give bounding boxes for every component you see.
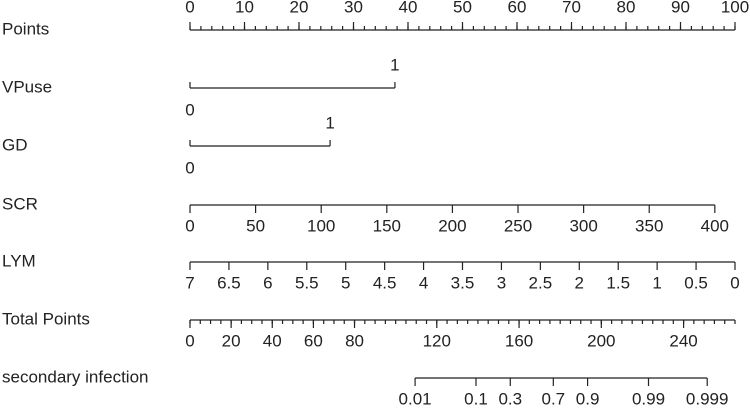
tick-label: 40: [399, 0, 418, 16]
tick-label: 1.5: [606, 273, 630, 292]
level-label: 1: [325, 113, 334, 132]
tick-label: 30: [344, 0, 363, 16]
tick-label: 200: [438, 216, 466, 235]
tick-label: 2: [575, 273, 584, 292]
tick-label: 20: [290, 0, 309, 16]
row-label: GD: [2, 135, 28, 154]
tick-label: 0: [185, 0, 194, 16]
tick-label: 0.999: [686, 389, 729, 408]
tick-label: 5: [341, 273, 350, 292]
tick-label: 0.9: [576, 389, 600, 408]
tick-label: 4.5: [373, 273, 397, 292]
tick-label: 6: [263, 273, 272, 292]
level-label: 1: [390, 55, 399, 74]
tick-label: 0: [185, 331, 194, 350]
tick-label: 120: [423, 331, 451, 350]
tick-label: 2.5: [529, 273, 553, 292]
tick-label: 150: [373, 216, 401, 235]
row-label: Total Points: [2, 309, 90, 328]
tick-label: 160: [505, 331, 533, 350]
tick-label: 50: [246, 216, 265, 235]
tick-label: 70: [562, 0, 581, 16]
tick-label: 10: [235, 0, 254, 16]
tick-label: 0: [730, 273, 739, 292]
tick-label: 0.99: [632, 389, 665, 408]
tick-label: 5.5: [295, 273, 319, 292]
tick-label: 300: [569, 216, 597, 235]
row-label: VPuse: [2, 77, 52, 96]
tick-label: 60: [508, 0, 527, 16]
tick-label: 100: [307, 216, 335, 235]
tick-label: 0.7: [541, 389, 565, 408]
level-label: 0: [185, 100, 194, 119]
tick-label: 90: [671, 0, 690, 16]
tick-label: 0.01: [399, 389, 432, 408]
tick-label: 20: [222, 331, 241, 350]
tick-label: 3.5: [451, 273, 475, 292]
tick-label: 350: [635, 216, 663, 235]
tick-label: 400: [701, 216, 729, 235]
tick-label: 250: [504, 216, 532, 235]
tick-label: 80: [345, 331, 364, 350]
row-label: LYM: [2, 251, 36, 270]
row-label: secondary infection: [2, 367, 148, 386]
tick-label: 0.1: [464, 389, 488, 408]
tick-label: 60: [304, 331, 323, 350]
tick-label: 3: [497, 273, 506, 292]
tick-label: 80: [617, 0, 636, 16]
tick-label: 200: [587, 331, 615, 350]
tick-label: 40: [263, 331, 282, 350]
tick-label: 50: [453, 0, 472, 16]
tick-label: 4: [419, 273, 428, 292]
row-label: Points: [2, 19, 49, 38]
row-label: SCR: [2, 194, 38, 213]
tick-label: 0: [185, 216, 194, 235]
tick-label: 6.5: [217, 273, 241, 292]
tick-label: 0.5: [684, 273, 708, 292]
level-label: 0: [185, 158, 194, 177]
tick-label: 1: [652, 273, 661, 292]
tick-label: 7: [185, 273, 194, 292]
tick-label: 100: [721, 0, 749, 16]
tick-label: 0.3: [498, 389, 522, 408]
tick-label: 240: [669, 331, 697, 350]
